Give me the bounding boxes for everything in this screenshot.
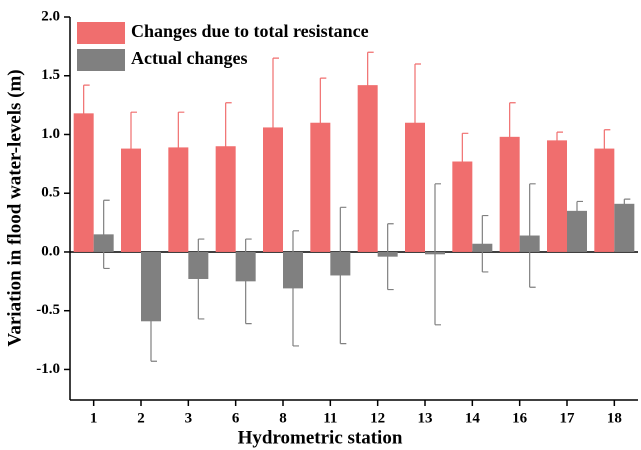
bar bbox=[168, 147, 189, 252]
bar bbox=[594, 148, 615, 252]
bar bbox=[567, 210, 587, 252]
bar bbox=[405, 122, 425, 252]
bar bbox=[283, 251, 303, 289]
x-tick-label: 1 bbox=[90, 410, 98, 426]
x-tick-label: 12 bbox=[370, 410, 385, 426]
x-tick-label: 17 bbox=[560, 410, 576, 426]
bar bbox=[519, 235, 540, 252]
x-axis-title: Hydrometric station bbox=[238, 427, 403, 448]
legend-swatch bbox=[77, 49, 125, 71]
y-tick-label: 0.0 bbox=[41, 243, 60, 259]
x-tick-label: 13 bbox=[418, 410, 433, 426]
bar bbox=[547, 140, 567, 252]
x-tick-label: 11 bbox=[323, 410, 337, 426]
x-tick-label: 18 bbox=[607, 410, 622, 426]
legend-label: Changes due to total resistance bbox=[131, 21, 369, 41]
bar bbox=[425, 251, 445, 255]
bar bbox=[310, 122, 331, 252]
bar bbox=[235, 251, 256, 282]
x-tick-label: 16 bbox=[512, 410, 528, 426]
bar bbox=[377, 251, 398, 257]
y-tick-label: -0.5 bbox=[36, 302, 60, 318]
bar bbox=[141, 251, 161, 322]
x-tick-label: 6 bbox=[232, 410, 240, 426]
bar bbox=[215, 146, 236, 252]
error-bar bbox=[103, 199, 110, 270]
bar bbox=[330, 251, 351, 276]
y-axis-title: Variation in flood water-levels (m) bbox=[4, 69, 25, 346]
bar bbox=[452, 161, 473, 252]
bar bbox=[93, 234, 114, 252]
bar bbox=[121, 148, 141, 252]
x-tick-label: 8 bbox=[279, 410, 287, 426]
y-tick-label: 0.5 bbox=[41, 185, 60, 201]
bar bbox=[73, 113, 94, 252]
x-tick-label: 3 bbox=[185, 410, 193, 426]
bar bbox=[614, 203, 635, 252]
y-tick-label: 1.0 bbox=[41, 126, 60, 142]
bar bbox=[499, 136, 520, 252]
y-tick-label: -1.0 bbox=[36, 361, 60, 377]
bar bbox=[472, 243, 493, 252]
x-tick-label: 14 bbox=[465, 410, 481, 426]
y-tick-label: 2.0 bbox=[41, 8, 60, 24]
bar bbox=[188, 251, 209, 279]
bar bbox=[357, 85, 378, 252]
x-tick-label: 2 bbox=[137, 410, 145, 426]
legend-swatch bbox=[77, 22, 125, 44]
bar bbox=[263, 127, 283, 252]
legend-label: Actual changes bbox=[131, 48, 248, 68]
y-tick-label: 1.5 bbox=[41, 67, 60, 83]
